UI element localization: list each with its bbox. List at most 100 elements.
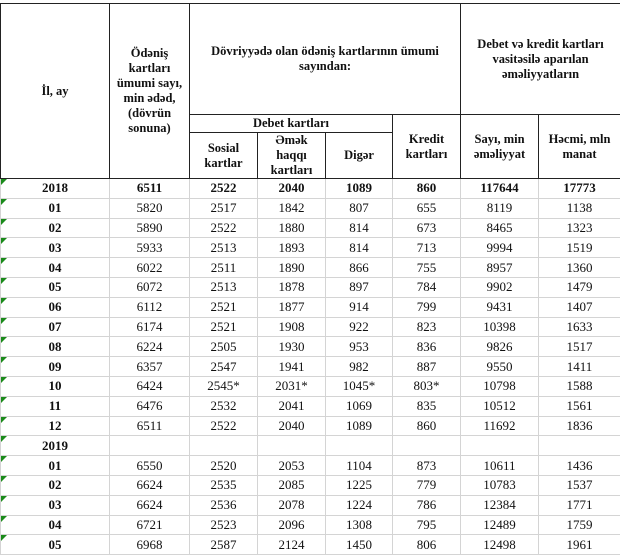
cell[interactable]: 1479 [539, 277, 620, 297]
cell[interactable]: 1836 [539, 416, 620, 436]
cell[interactable]: 8957 [461, 258, 539, 278]
cell[interactable]: 9902 [461, 277, 539, 297]
cell[interactable]: 10611 [461, 456, 539, 476]
row-label[interactable]: 12 [1, 416, 110, 436]
cell[interactable]: 6174 [110, 317, 190, 337]
cell[interactable]: 12384 [461, 495, 539, 515]
row-label[interactable]: 07 [1, 317, 110, 337]
cell[interactable]: 835 [393, 396, 461, 416]
cell[interactable]: 12489 [461, 515, 539, 535]
cell[interactable]: 860 [393, 179, 461, 199]
cell[interactable]: 2513 [190, 277, 258, 297]
cell[interactable]: 1878 [258, 277, 326, 297]
cell[interactable]: 814 [326, 218, 393, 238]
cell[interactable]: 9994 [461, 238, 539, 258]
cell[interactable] [461, 436, 539, 456]
row-label[interactable]: 03 [1, 238, 110, 258]
cell[interactable]: 10398 [461, 317, 539, 337]
cell[interactable]: 2085 [258, 475, 326, 495]
cell[interactable]: 1759 [539, 515, 620, 535]
cell[interactable] [393, 436, 461, 456]
cell[interactable]: 1588 [539, 376, 620, 396]
cell[interactable]: 1104 [326, 456, 393, 476]
cell[interactable]: 1411 [539, 357, 620, 377]
cell[interactable]: 1436 [539, 456, 620, 476]
cell[interactable]: 1890 [258, 258, 326, 278]
cell[interactable]: 2517 [190, 198, 258, 218]
cell[interactable]: 9431 [461, 297, 539, 317]
row-label[interactable]: 02 [1, 475, 110, 495]
cell[interactable]: 1308 [326, 515, 393, 535]
cell[interactable]: 1089 [326, 416, 393, 436]
cell[interactable]: 1045* [326, 376, 393, 396]
cell[interactable] [190, 436, 258, 456]
row-label[interactable]: 08 [1, 337, 110, 357]
cell[interactable]: 2521 [190, 297, 258, 317]
cell[interactable]: 795 [393, 515, 461, 535]
cell[interactable]: 9550 [461, 357, 539, 377]
cell[interactable]: 2040 [258, 179, 326, 199]
cell[interactable]: 779 [393, 475, 461, 495]
row-label[interactable]: 04 [1, 515, 110, 535]
cell[interactable]: 803* [393, 376, 461, 396]
cell[interactable]: 914 [326, 297, 393, 317]
cell[interactable]: 1519 [539, 238, 620, 258]
cell[interactable]: 713 [393, 238, 461, 258]
cell[interactable]: 6624 [110, 475, 190, 495]
cell[interactable]: 12498 [461, 535, 539, 555]
cell[interactable]: 860 [393, 416, 461, 436]
cell[interactable]: 2096 [258, 515, 326, 535]
cell[interactable]: 953 [326, 337, 393, 357]
cell[interactable]: 5933 [110, 238, 190, 258]
cell[interactable]: 6511 [110, 179, 190, 199]
cell[interactable]: 2040 [258, 416, 326, 436]
row-label[interactable]: 01 [1, 198, 110, 218]
cell[interactable]: 2545* [190, 376, 258, 396]
cell[interactable]: 1930 [258, 337, 326, 357]
cell[interactable]: 806 [393, 535, 461, 555]
cell[interactable]: 6624 [110, 495, 190, 515]
cell[interactable]: 1089 [326, 179, 393, 199]
cell[interactable] [326, 436, 393, 456]
cell[interactable]: 799 [393, 297, 461, 317]
cell[interactable]: 786 [393, 495, 461, 515]
row-label[interactable]: 09 [1, 357, 110, 377]
cell[interactable]: 6022 [110, 258, 190, 278]
cell[interactable]: 1517 [539, 337, 620, 357]
row-label[interactable]: 11 [1, 396, 110, 416]
cell[interactable]: 6476 [110, 396, 190, 416]
cell[interactable]: 982 [326, 357, 393, 377]
cell[interactable]: 2505 [190, 337, 258, 357]
cell[interactable]: 1633 [539, 317, 620, 337]
cell[interactable]: 1893 [258, 238, 326, 258]
cell[interactable]: 6224 [110, 337, 190, 357]
cell[interactable]: 1069 [326, 396, 393, 416]
cell[interactable]: 2078 [258, 495, 326, 515]
cell[interactable]: 1360 [539, 258, 620, 278]
cell[interactable]: 6357 [110, 357, 190, 377]
row-label[interactable]: 05 [1, 535, 110, 555]
cell[interactable]: 897 [326, 277, 393, 297]
row-label[interactable]: 04 [1, 258, 110, 278]
cell[interactable]: 1138 [539, 198, 620, 218]
cell[interactable]: 1537 [539, 475, 620, 495]
cell[interactable]: 2523 [190, 515, 258, 535]
cell[interactable]: 5890 [110, 218, 190, 238]
cell[interactable]: 2532 [190, 396, 258, 416]
cell[interactable]: 1323 [539, 218, 620, 238]
cell[interactable]: 6424 [110, 376, 190, 396]
cell[interactable]: 6550 [110, 456, 190, 476]
cell[interactable]: 2587 [190, 535, 258, 555]
cell[interactable]: 1877 [258, 297, 326, 317]
row-label[interactable]: 10 [1, 376, 110, 396]
cell[interactable]: 1961 [539, 535, 620, 555]
cell[interactable]: 2522 [190, 416, 258, 436]
cell[interactable]: 6072 [110, 277, 190, 297]
cell[interactable]: 2124 [258, 535, 326, 555]
cell[interactable]: 6511 [110, 416, 190, 436]
cell[interactable]: 2536 [190, 495, 258, 515]
cell[interactable]: 8465 [461, 218, 539, 238]
cell[interactable]: 2031* [258, 376, 326, 396]
cell[interactable]: 2513 [190, 238, 258, 258]
cell[interactable]: 2535 [190, 475, 258, 495]
